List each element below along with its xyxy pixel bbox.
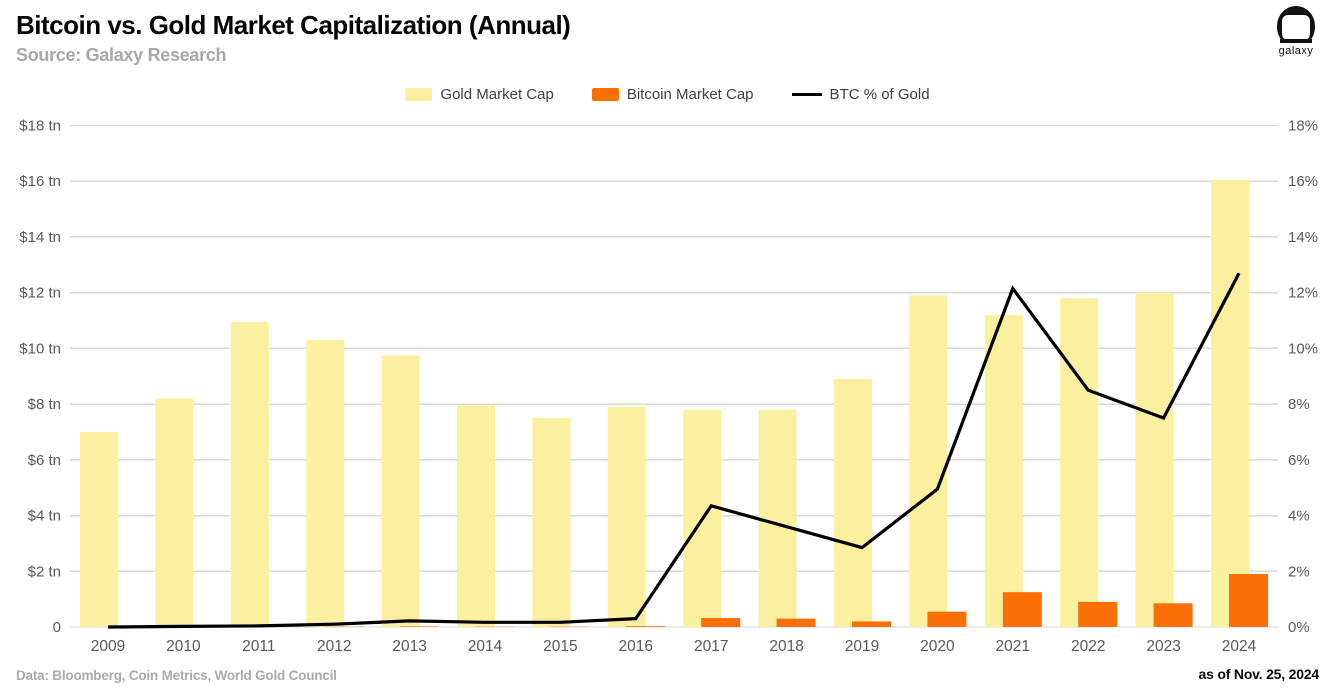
gold-bar-2018 xyxy=(758,409,797,627)
svg-text:$10 tn: $10 tn xyxy=(19,340,61,357)
svg-text:$14 tn: $14 tn xyxy=(19,229,61,246)
legend-label-gold: Gold Market Cap xyxy=(440,86,554,103)
bitcoin-bar-2024 xyxy=(1229,574,1268,627)
svg-text:$6 tn: $6 tn xyxy=(28,452,61,469)
logo-base-shape xyxy=(1280,39,1312,43)
gold-bar-2013 xyxy=(381,355,420,627)
y-axis-left-labels: $18 tn $16 tn $14 tn $12 tn $10 tn $8 tn $6 tn… xyxy=(19,118,61,637)
bitcoin-bar-2023 xyxy=(1153,603,1193,627)
gold-swatch-icon xyxy=(405,88,433,101)
x-label-2009: 2009 xyxy=(91,638,125,655)
x-label-2016: 2016 xyxy=(619,638,653,655)
gold-bar-2012 xyxy=(306,340,345,627)
gold-bar-2024 xyxy=(1211,179,1249,627)
gold-bar-2015 xyxy=(532,418,571,627)
svg-text:0: 0 xyxy=(53,619,61,636)
x-label-2015: 2015 xyxy=(543,638,577,655)
svg-text:8%: 8% xyxy=(1288,396,1310,413)
svg-text:$2 tn: $2 tn xyxy=(28,563,61,580)
svg-text:$18 tn: $18 tn xyxy=(19,118,61,135)
x-label-2024: 2024 xyxy=(1222,638,1257,655)
bitcoin-bar-2020 xyxy=(927,611,967,627)
svg-text:2%: 2% xyxy=(1288,563,1310,580)
svg-text:4%: 4% xyxy=(1288,508,1310,525)
x-label-2013: 2013 xyxy=(392,638,426,655)
svg-text:14%: 14% xyxy=(1288,229,1318,246)
gold-bar-2011 xyxy=(230,321,269,627)
x-label-2010: 2010 xyxy=(166,638,201,655)
gold-bar-2009 xyxy=(80,431,118,627)
svg-text:$12 tn: $12 tn xyxy=(19,285,61,302)
bitcoin-bar-2017 xyxy=(701,618,741,627)
x-label-2014: 2014 xyxy=(468,638,503,655)
as-of-date: as of Nov. 25, 2024 xyxy=(1198,666,1320,682)
svg-text:6%: 6% xyxy=(1288,452,1310,469)
svg-text:$16 tn: $16 tn xyxy=(19,173,61,190)
bitcoin-bar-2013 xyxy=(399,626,439,627)
bitcoin-bar-2019 xyxy=(852,621,891,627)
bitcoin-bar-2021 xyxy=(1002,592,1042,627)
bitcoin-swatch-icon xyxy=(591,88,619,101)
page-title: Bitcoin vs. Gold Market Capitalization (… xyxy=(16,10,571,40)
gold-bar-2016 xyxy=(607,406,646,627)
legend-item-gold: Gold Market Cap xyxy=(405,86,554,103)
gold-bars xyxy=(80,179,1249,627)
bitcoin-bar-2016 xyxy=(625,626,665,627)
svg-text:0%: 0% xyxy=(1288,619,1310,636)
gold-bar-2020 xyxy=(909,295,948,627)
chart-canvas: $18 tn $16 tn $14 tn $12 tn $10 tn $8 tn $6 tn… xyxy=(19,118,1318,656)
x-label-2017: 2017 xyxy=(694,638,728,655)
gold-bar-2014 xyxy=(457,405,495,627)
legend-item-bitcoin: Bitcoin Market Cap xyxy=(591,86,754,103)
bitcoin-bar-2018 xyxy=(776,618,816,627)
y-axis-right-labels: 18% 16% 14% 12% 10% 8% 6% 4% 2% 0% xyxy=(1288,118,1318,637)
legend-item-pct-line: BTC % of Gold xyxy=(791,86,930,103)
galaxy-logo: galaxy xyxy=(1272,6,1320,57)
svg-text:16%: 16% xyxy=(1288,173,1318,190)
x-label-2021: 2021 xyxy=(996,638,1030,655)
x-label-2023: 2023 xyxy=(1146,638,1180,655)
chart-source-subtitle: Source: Galaxy Research xyxy=(16,45,227,65)
svg-text:18%: 18% xyxy=(1288,118,1318,135)
svg-text:12%: 12% xyxy=(1288,285,1318,302)
bitcoin-bar-2022 xyxy=(1078,601,1118,627)
x-label-2011: 2011 xyxy=(242,638,275,655)
btc-pct-of-gold-line xyxy=(107,272,1241,629)
x-label-2019: 2019 xyxy=(845,638,879,655)
gold-bar-2022 xyxy=(1060,298,1099,627)
x-label-2022: 2022 xyxy=(1071,638,1105,655)
x-axis-labels: 2009 2010 2011 2012 2013 2014 2015 2016 2017 2018… xyxy=(91,638,1257,655)
galaxy-logo-icon xyxy=(1277,6,1315,43)
svg-text:10%: 10% xyxy=(1288,340,1318,357)
galaxy-logo-wordmark: galaxy xyxy=(1278,45,1314,57)
logo-square-shape xyxy=(1282,15,1310,40)
svg-text:$8 tn: $8 tn xyxy=(28,396,61,413)
svg-text:$4 tn: $4 tn xyxy=(28,508,61,525)
gold-bar-2010 xyxy=(155,398,194,627)
bitcoin-bars xyxy=(248,574,1268,627)
x-label-2012: 2012 xyxy=(317,638,351,655)
data-credits: Data: Bloomberg, Coin Metrics, World Gol… xyxy=(16,668,337,683)
gold-bar-2019 xyxy=(834,379,872,627)
x-label-2020: 2020 xyxy=(920,638,955,655)
gold-bar-2021 xyxy=(984,314,1023,627)
gold-bar-2023 xyxy=(1135,292,1174,627)
chart-legend: Gold Market Cap Bitcoin Market Cap BTC %… xyxy=(0,86,1335,103)
legend-label-bitcoin: Bitcoin Market Cap xyxy=(626,86,754,103)
line-swatch-icon xyxy=(791,93,822,96)
x-label-2018: 2018 xyxy=(769,638,803,655)
legend-label-pct: BTC % of Gold xyxy=(829,86,930,103)
